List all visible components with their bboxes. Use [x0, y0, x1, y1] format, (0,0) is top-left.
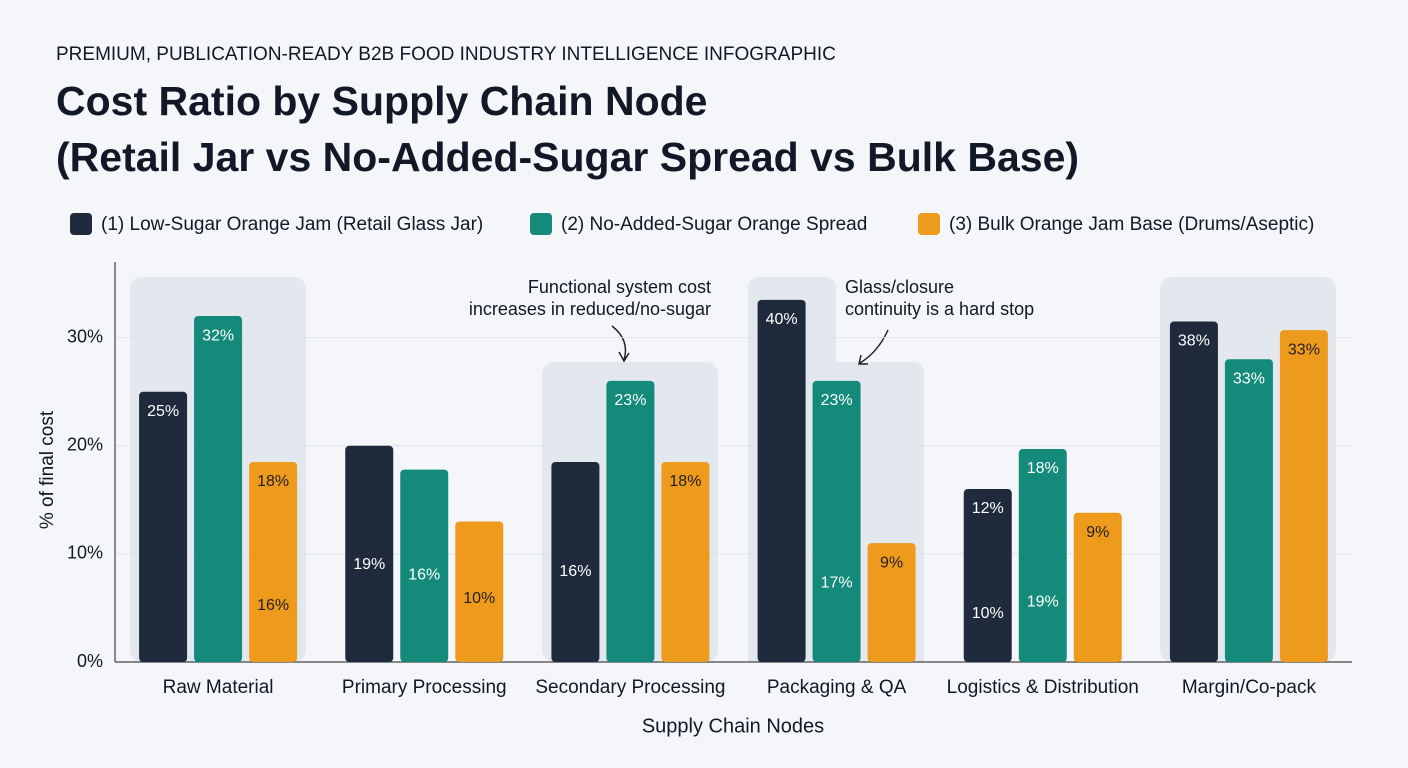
legend-swatch [70, 213, 92, 235]
x-tick-label: Packaging & QA [767, 677, 907, 698]
bar [194, 316, 243, 662]
annotation-arrow [859, 329, 889, 364]
bar [455, 521, 504, 662]
bar-label: 25% [147, 403, 179, 420]
kicker: PREMIUM, PUBLICATION-READY B2B FOOD INDU… [56, 44, 836, 65]
bar [400, 469, 449, 662]
annotation-arrow [618, 351, 630, 363]
annotation: Functional system cost [528, 277, 711, 297]
annotation: increases in reduced/no-sugar [469, 299, 711, 319]
bar [963, 489, 1012, 662]
annotation-arrow [858, 354, 868, 365]
bar-label: 38% [1178, 333, 1210, 350]
bar-label: 16% [257, 597, 289, 614]
bar-label: 19% [1027, 594, 1059, 611]
bar-label: 18% [669, 473, 701, 490]
bar-label: 12% [972, 500, 1004, 517]
bar [1073, 512, 1122, 662]
bar [812, 380, 861, 662]
annotation: Glass/closure [845, 277, 954, 297]
annotation-arrow [611, 325, 627, 361]
y-tick-label: 20% [67, 435, 103, 455]
bar-label: 9% [1086, 524, 1109, 541]
bar [606, 380, 655, 662]
bar-label: 18% [1027, 460, 1059, 477]
bar-label: 17% [821, 575, 853, 592]
x-tick-label: Secondary Processing [535, 677, 725, 698]
bar-label: 23% [821, 392, 853, 409]
legend-swatch [530, 213, 552, 235]
chart-title: (Retail Jar vs No-Added-Sugar Spread vs … [56, 134, 1079, 180]
y-tick-label: 30% [67, 326, 103, 346]
x-tick-label: Logistics & Distribution [947, 677, 1139, 698]
bar-label: 33% [1288, 341, 1320, 358]
bar [139, 391, 188, 662]
bar [867, 543, 916, 662]
y-tick-label: 10% [67, 543, 103, 563]
legend-label: (1) Low-Sugar Orange Jam (Retail Glass J… [101, 214, 483, 235]
bar [757, 299, 806, 662]
bar [1224, 359, 1273, 662]
bar-label: 16% [408, 567, 440, 584]
bar [661, 462, 710, 662]
bar [1169, 321, 1218, 662]
bar-label: 40% [766, 311, 798, 328]
bar [345, 445, 394, 662]
bar [551, 462, 600, 662]
bar-label: 10% [972, 605, 1004, 622]
bar-label: 16% [559, 563, 591, 580]
legend-swatch [918, 213, 940, 235]
bar-label: 33% [1233, 371, 1265, 388]
bar-label: 32% [202, 327, 234, 344]
y-tick-label: 0% [77, 651, 103, 671]
annotation: continuity is a hard stop [845, 299, 1034, 319]
bar [1279, 330, 1328, 662]
x-tick-label: Raw Material [163, 677, 274, 698]
legend-label: (3) Bulk Orange Jam Base (Drums/Aseptic) [949, 214, 1314, 235]
bar-label: 10% [463, 590, 495, 607]
x-tick-label: Margin/Co-pack [1182, 677, 1317, 698]
y-axis-label: % of final cost [37, 410, 58, 529]
bar-label: 9% [880, 554, 903, 571]
x-axis-label: Supply Chain Nodes [642, 715, 824, 737]
chart-title: Cost Ratio by Supply Chain Node [56, 78, 707, 124]
bar [1018, 449, 1067, 662]
x-tick-label: Primary Processing [342, 677, 507, 698]
legend-label: (2) No-Added-Sugar Orange Spread [561, 214, 867, 235]
bar-label: 23% [614, 392, 646, 409]
bar [249, 462, 298, 662]
bar-label: 19% [353, 556, 385, 573]
bar-label: 18% [257, 473, 289, 490]
